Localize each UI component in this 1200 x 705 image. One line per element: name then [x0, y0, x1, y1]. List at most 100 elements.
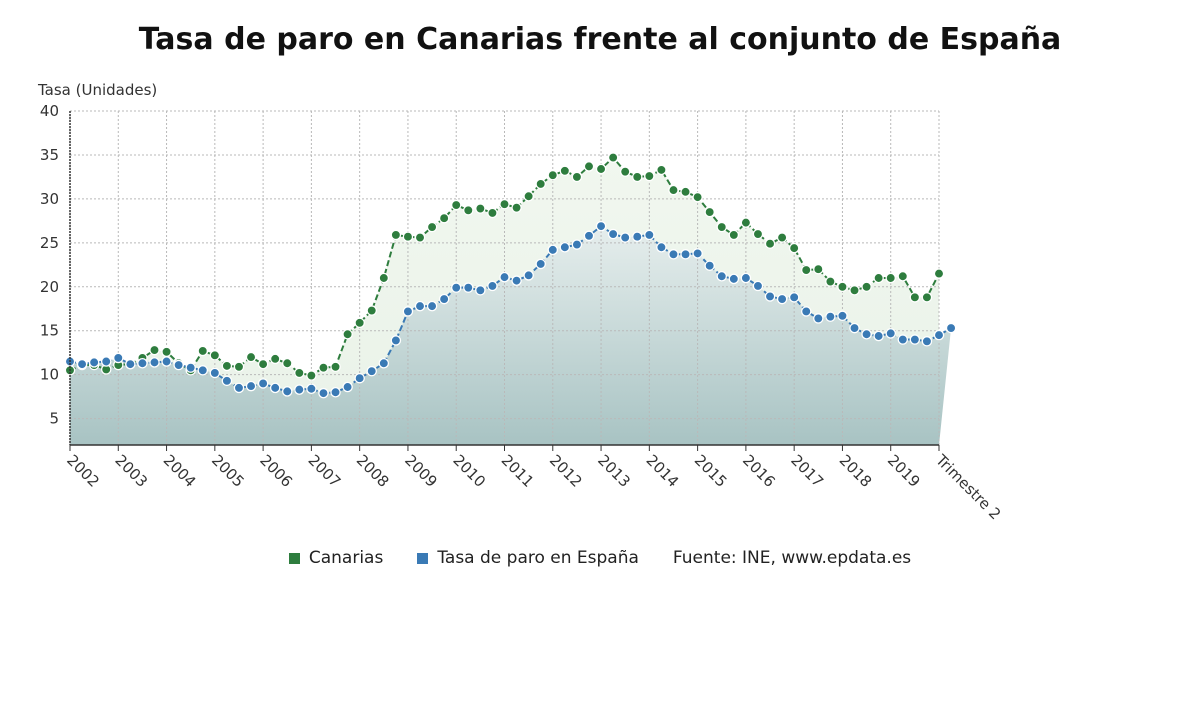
- x-tick-label: 2009: [401, 451, 441, 491]
- data-point-1: [764, 291, 776, 302]
- y-tick-label: 25: [40, 234, 59, 252]
- data-point-1: [281, 386, 293, 397]
- data-point-0: [221, 360, 233, 372]
- y-tick-label: 20: [40, 278, 59, 296]
- x-tick-label: 2016: [739, 451, 779, 491]
- data-point-0: [197, 345, 209, 357]
- data-point-1: [788, 292, 800, 303]
- data-point-0: [885, 272, 896, 284]
- data-point-0: [704, 206, 715, 218]
- data-point-0: [619, 166, 631, 177]
- data-point-1: [185, 362, 196, 373]
- data-point-0: [487, 207, 498, 219]
- data-point-0: [318, 362, 329, 373]
- data-point-0: [861, 281, 872, 293]
- data-point-0: [269, 353, 281, 365]
- data-point-1: [656, 241, 667, 253]
- data-point-1: [571, 239, 583, 250]
- data-point-0: [837, 281, 848, 293]
- x-tick-label: Trimestre 2: [931, 450, 1004, 523]
- data-point-1: [221, 375, 233, 387]
- data-point-1: [100, 356, 112, 367]
- data-point-1: [813, 313, 824, 324]
- x-tick-label: 2007: [305, 451, 345, 491]
- legend-item-canarias[interactable]: Canarias: [288, 548, 384, 568]
- data-point-0: [233, 361, 245, 373]
- legend-label-espana: Tasa de paro en España: [437, 548, 639, 568]
- y-tick-label: 40: [40, 102, 59, 120]
- data-point-0: [800, 264, 812, 276]
- data-point-1: [366, 365, 377, 377]
- x-tick-label: 2017: [787, 451, 827, 491]
- data-point-1: [149, 357, 160, 368]
- data-point-1: [680, 249, 691, 260]
- data-point-1: [161, 356, 172, 367]
- data-point-1: [76, 358, 88, 370]
- data-point-1: [728, 273, 740, 285]
- chart-title: Tasa de paro en Canarias frente al conju…: [138, 22, 1062, 57]
- data-point-0: [873, 272, 884, 284]
- x-tick-label: 2015: [691, 451, 731, 491]
- data-point-1: [438, 293, 450, 305]
- data-point-1: [849, 322, 860, 334]
- data-point-1: [414, 300, 426, 312]
- data-point-1: [209, 367, 221, 379]
- data-point-1: [511, 275, 522, 286]
- data-point-1: [233, 382, 245, 394]
- data-point-1: [390, 335, 402, 346]
- x-tick-label: 2003: [111, 451, 151, 491]
- data-point-1: [535, 258, 546, 270]
- data-point-0: [245, 351, 257, 363]
- data-point-0: [644, 170, 655, 182]
- data-point-0: [463, 205, 474, 216]
- data-point-0: [426, 221, 438, 233]
- y-tick-label: 10: [40, 366, 59, 384]
- legend-swatch-espana: [417, 552, 429, 564]
- x-tick-label: 2008: [353, 451, 393, 491]
- source-text: Fuente: INE, www.epdata.es: [672, 548, 912, 568]
- x-tick-label: 2006: [256, 451, 296, 491]
- x-tick-label: 2010: [449, 451, 489, 491]
- data-point-1: [306, 383, 317, 394]
- data-point-1: [523, 270, 534, 281]
- data-point-0: [402, 231, 414, 242]
- data-point-0: [209, 350, 221, 361]
- data-point-1: [800, 306, 812, 317]
- data-point-0: [378, 272, 390, 284]
- data-point-1: [354, 372, 365, 384]
- data-point-1: [330, 387, 341, 398]
- data-point-1: [933, 329, 945, 341]
- x-tick-label: 2013: [594, 451, 634, 491]
- legend-label-canarias: Canarias: [308, 548, 384, 568]
- data-point-0: [656, 164, 667, 176]
- legend-item-espana[interactable]: Tasa de paro en España: [417, 548, 639, 568]
- legend: Canarias Tasa de paro en España Fuente: …: [0, 548, 1200, 568]
- y-tick-label: 35: [40, 146, 59, 164]
- data-point-0: [161, 346, 172, 358]
- data-point-1: [897, 334, 909, 345]
- x-tick-label: 2019: [884, 451, 924, 491]
- y-tick-label: 30: [40, 190, 59, 208]
- data-point-1: [752, 280, 764, 292]
- data-point-0: [511, 202, 522, 213]
- data-point-1: [113, 352, 124, 364]
- x-tick-label: 2011: [498, 451, 538, 491]
- data-point-0: [728, 229, 740, 241]
- data-point-0: [366, 305, 377, 316]
- data-point-1: [583, 230, 595, 242]
- legend-swatch-canarias: [288, 552, 300, 564]
- data-point-0: [776, 232, 788, 243]
- data-point-1: [269, 382, 281, 394]
- x-tick-label: 2012: [546, 451, 586, 491]
- data-point-0: [740, 217, 752, 228]
- data-point-1: [945, 322, 957, 334]
- data-point-0: [257, 358, 269, 370]
- data-point-1: [173, 359, 184, 371]
- data-point-1: [499, 271, 510, 283]
- data-point-1: [632, 231, 643, 242]
- data-point-0: [499, 198, 510, 210]
- data-point-1: [88, 357, 100, 368]
- data-point-1: [740, 272, 752, 284]
- data-point-1: [318, 387, 329, 399]
